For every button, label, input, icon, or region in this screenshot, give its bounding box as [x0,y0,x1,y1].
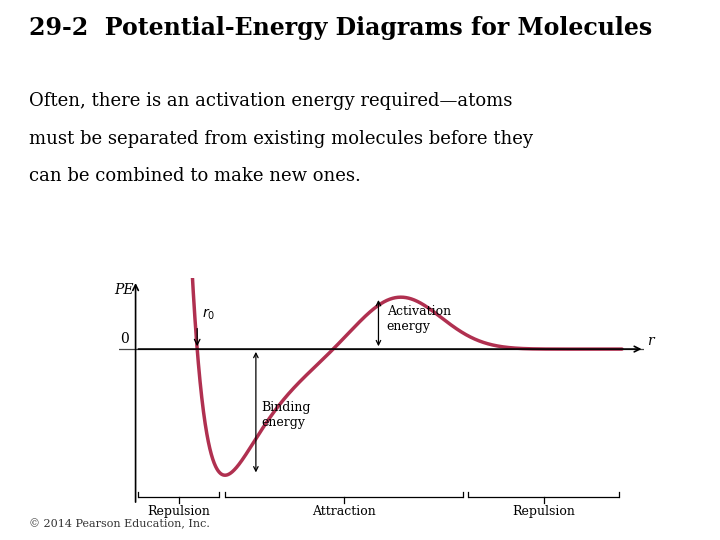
Text: Binding
energy: Binding energy [261,401,311,429]
Text: can be combined to make new ones.: can be combined to make new ones. [29,167,361,185]
Text: Repulsion: Repulsion [513,505,575,518]
Text: must be separated from existing molecules before they: must be separated from existing molecule… [29,130,533,147]
Text: © 2014 Pearson Education, Inc.: © 2014 Pearson Education, Inc. [29,518,210,529]
Text: r: r [647,334,654,348]
Text: Often, there is an activation energy required—atoms: Often, there is an activation energy req… [29,92,512,110]
Text: Activation
energy: Activation energy [387,305,451,333]
Text: 0: 0 [120,333,129,347]
Text: Attraction: Attraction [312,505,376,518]
Text: 29-2  Potential-Energy Diagrams for Molecules: 29-2 Potential-Energy Diagrams for Molec… [29,16,652,40]
Text: Repulsion: Repulsion [148,505,210,518]
Text: PE: PE [114,283,133,297]
Text: $r_0$: $r_0$ [202,307,215,322]
